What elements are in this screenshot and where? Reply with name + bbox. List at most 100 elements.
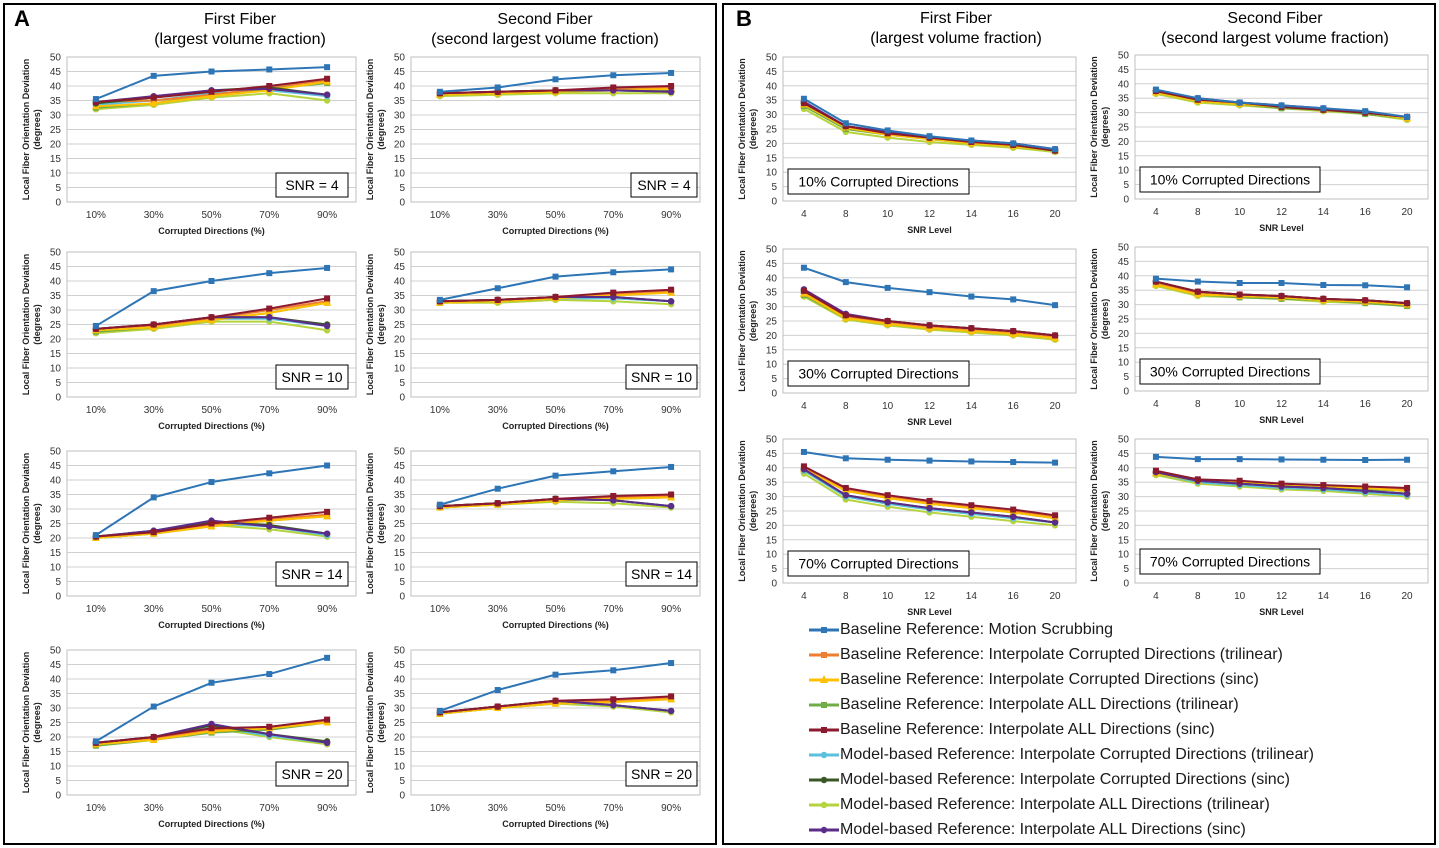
- y-tick-label: 15: [1118, 535, 1130, 546]
- legend-item: Baseline Reference: Motion Scrubbing: [808, 617, 1428, 642]
- data-point: [884, 127, 891, 134]
- data-point: [494, 485, 501, 492]
- title-line-2: (largest volume fraction): [154, 31, 326, 48]
- y-tick-label: 30: [1118, 300, 1130, 311]
- x-tick-label: 50%: [201, 803, 221, 814]
- y-tick-label: 20: [1118, 137, 1130, 148]
- y-axis-label: Local Fiber Orientation Deviation: [365, 453, 375, 595]
- data-point: [436, 88, 443, 95]
- plot-area: [66, 251, 357, 398]
- y-tick-label: 20: [1118, 329, 1130, 340]
- data-point: [266, 671, 273, 678]
- legend-label: Baseline Reference: Motion Scrubbing: [840, 620, 1114, 638]
- x-tick-label: 4: [801, 209, 807, 220]
- data-point: [1152, 86, 1159, 93]
- legend-marker: [820, 751, 828, 758]
- y-tick-label: 30: [50, 704, 62, 715]
- legend-label: Model-based Reference: Interpolate ALL D…: [840, 820, 1246, 838]
- y-tick-label: 15: [50, 154, 62, 165]
- legend-marker: [821, 701, 827, 708]
- x-tick-label: 90%: [661, 803, 681, 814]
- data-point: [494, 285, 501, 292]
- y-tick-label: 40: [766, 273, 778, 284]
- y-tick-label: 25: [50, 320, 62, 331]
- y-tick-label: 10: [1118, 166, 1130, 177]
- annotation-box: [787, 360, 970, 387]
- data-point: [323, 322, 331, 330]
- y-axis-label: Local Fiber Orientation Deviation: [21, 59, 31, 201]
- x-axis-label: Corrupted Directions (%): [502, 421, 609, 431]
- chart-A-second-snr10: 0 5 10 15 20 25 30 35 40 45 50 10% 30% 50% 70% 90% Corru…: [365, 248, 701, 431]
- x-tick-label: 16: [1008, 209, 1020, 220]
- legend-swatch: [809, 826, 839, 833]
- y-tick-label: 0: [771, 197, 777, 208]
- x-tick-label: 30%: [488, 604, 508, 615]
- data-point: [266, 730, 273, 738]
- legend-label: Model-based Reference: Interpolate ALL D…: [840, 795, 1270, 813]
- y-tick-label: 15: [50, 747, 62, 758]
- x-axis-label: SNR Level: [1259, 223, 1304, 233]
- data-point: [324, 716, 331, 723]
- data-point: [926, 289, 933, 296]
- data-point: [1320, 295, 1327, 302]
- x-tick-label: 90%: [317, 604, 337, 615]
- data-point: [150, 494, 157, 501]
- y-tick-label: 50: [394, 248, 406, 259]
- data-point: [1236, 99, 1243, 106]
- chart-B-first-70pct: 0 5 10 15 20 25 30 35 40 45 50 4 8 10 12 14 16 20 SNR Leve…: [737, 435, 1077, 617]
- data-point: [968, 509, 975, 516]
- y-tick-label: 40: [50, 277, 62, 288]
- y-tick-label: 35: [50, 689, 62, 700]
- data-point: [842, 312, 849, 319]
- y-tick-label: 45: [1118, 449, 1130, 460]
- x-tick-label: 16: [1008, 401, 1020, 412]
- data-point: [610, 269, 617, 276]
- x-tick-label: 90%: [317, 803, 337, 814]
- data-point: [668, 83, 675, 89]
- y-tick-label: 45: [50, 262, 62, 273]
- y-tick-label: 25: [1118, 507, 1130, 518]
- plot-area: [66, 56, 357, 203]
- annotation-label: SNR = 20: [631, 766, 692, 782]
- chart-A-first-snr14: 0 5 10 15 20 25 30 35 40 45 50 10% 30% 50% 70% 90% Corru…: [21, 447, 357, 630]
- data-point: [1052, 512, 1059, 519]
- data-point: [208, 88, 215, 95]
- x-tick-label: 12: [924, 401, 936, 412]
- chart-B-second-10pct: 0 5 10 15 20 25 30 35 40 45 50 4 8 10 12 14 16 20 SNR Leve…: [1089, 51, 1429, 233]
- data-point: [968, 137, 975, 144]
- x-tick-label: 30%: [144, 803, 164, 814]
- chart-A-second-snr4: 0 5 10 15 20 25 30 35 40 45 50 10% 30% 50% 70% 90% Corru…: [365, 53, 701, 236]
- x-axis-label: Corrupted Directions (%): [158, 226, 265, 236]
- data-point: [1194, 476, 1201, 483]
- data-point: [1362, 297, 1369, 304]
- data-point: [1404, 484, 1411, 491]
- data-point: [610, 667, 617, 674]
- y-tick-label: 45: [50, 660, 62, 671]
- y-tick-label: 5: [771, 182, 777, 193]
- y-tick-label: 25: [766, 317, 778, 328]
- y-tick-label: 40: [394, 675, 406, 686]
- data-point: [1010, 513, 1017, 520]
- legend-swatch: [809, 751, 839, 758]
- legend-swatch: [809, 651, 839, 658]
- y-tick-label: 5: [1123, 180, 1129, 191]
- y-tick-label: 0: [55, 393, 61, 404]
- y-axis-label-units: (degrees): [32, 304, 42, 345]
- chart-A-first-snr10: 0 5 10 15 20 25 30 35 40 45 50 10% 30% 50% 70% 90% Corru…: [21, 248, 357, 431]
- annotation-label: 30% Corrupted Directions: [1150, 364, 1310, 380]
- data-point: [1404, 456, 1411, 463]
- x-tick-label: 4: [801, 591, 807, 602]
- annotation-label: SNR = 20: [281, 766, 342, 782]
- x-tick-label: 30%: [488, 210, 508, 221]
- y-tick-label: 15: [394, 747, 406, 758]
- y-tick-label: 35: [394, 291, 406, 302]
- x-axis-label: Corrupted Directions (%): [158, 421, 265, 431]
- x-tick-label: 50%: [201, 210, 221, 221]
- data-point: [610, 492, 617, 499]
- data-point: [1052, 146, 1059, 153]
- x-axis-label: SNR Level: [1259, 607, 1304, 617]
- data-point: [436, 296, 443, 303]
- x-tick-label: 12: [1276, 591, 1288, 602]
- x-axis-label: Corrupted Directions (%): [502, 819, 609, 829]
- y-tick-label: 20: [50, 534, 62, 545]
